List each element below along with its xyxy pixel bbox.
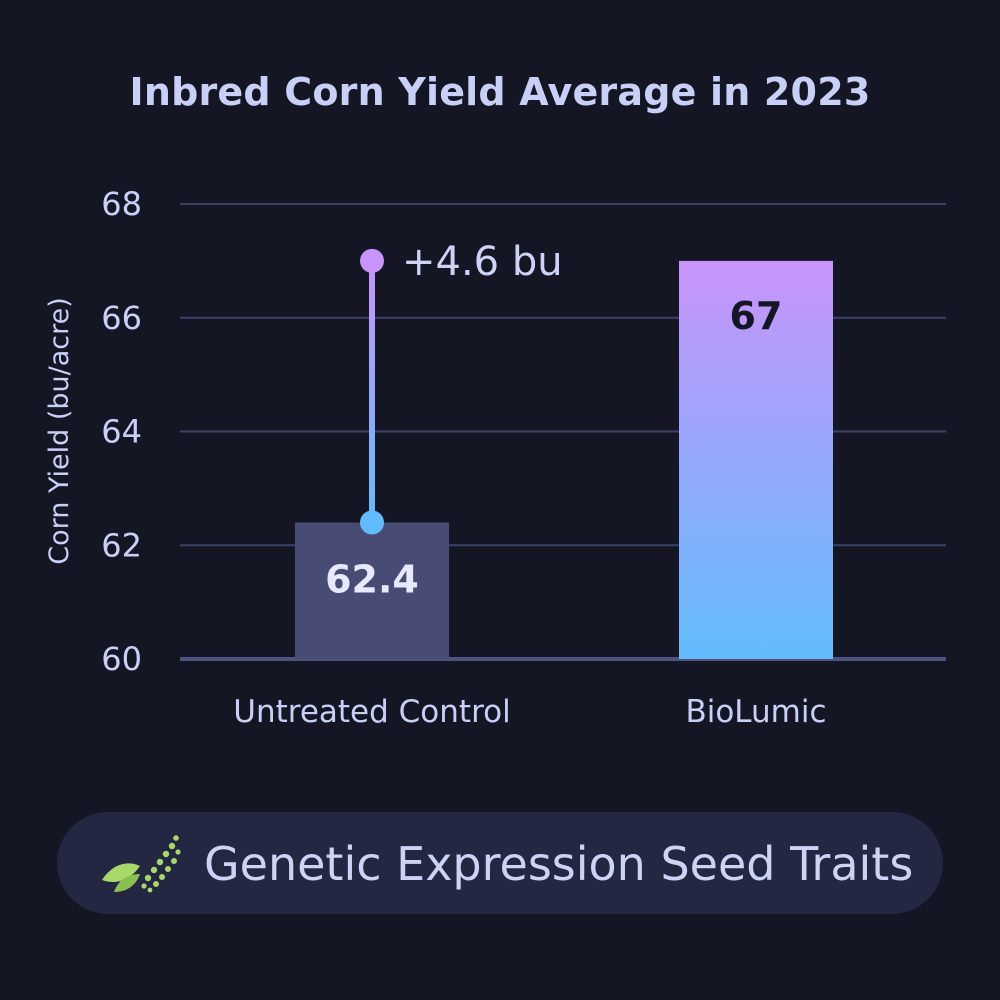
y-axis-label: Corn Yield (bu/acre) xyxy=(44,297,75,564)
x-tick-label: Untreated Control xyxy=(233,694,510,730)
y-tick-labels: 60 62 64 66 68 xyxy=(101,185,142,678)
bar-biolumic xyxy=(679,260,833,659)
bars: 62.4 67 xyxy=(295,260,833,659)
y-tick-label: 66 xyxy=(101,299,142,337)
bar-untreated-control xyxy=(295,522,449,659)
bar-chart: 60 62 64 66 68 Corn Yield (bu/acre) 62.4 67 U… xyxy=(44,185,946,730)
y-tick-label: 68 xyxy=(101,185,142,223)
difference-annotation: +4.6 bu xyxy=(360,239,563,535)
bar-value-label: 67 xyxy=(730,294,783,338)
difference-bottom-dot xyxy=(360,510,384,535)
bar-value-label: 62.4 xyxy=(325,558,419,602)
y-tick-label: 62 xyxy=(101,526,142,564)
footer-pill xyxy=(57,812,943,914)
y-tick-label: 64 xyxy=(101,413,142,451)
difference-label: +4.6 bu xyxy=(402,239,563,285)
difference-top-dot xyxy=(360,248,384,273)
y-tick-label: 60 xyxy=(101,640,142,678)
x-tick-labels: Untreated Control BioLumic xyxy=(233,694,826,730)
footer-label: Genetic Expression Seed Traits xyxy=(204,837,914,891)
chart-title: Inbred Corn Yield Average in 2023 xyxy=(129,70,871,114)
x-tick-label: BioLumic xyxy=(685,694,826,730)
leaf-dna-icon xyxy=(102,835,181,893)
difference-line xyxy=(369,260,375,523)
